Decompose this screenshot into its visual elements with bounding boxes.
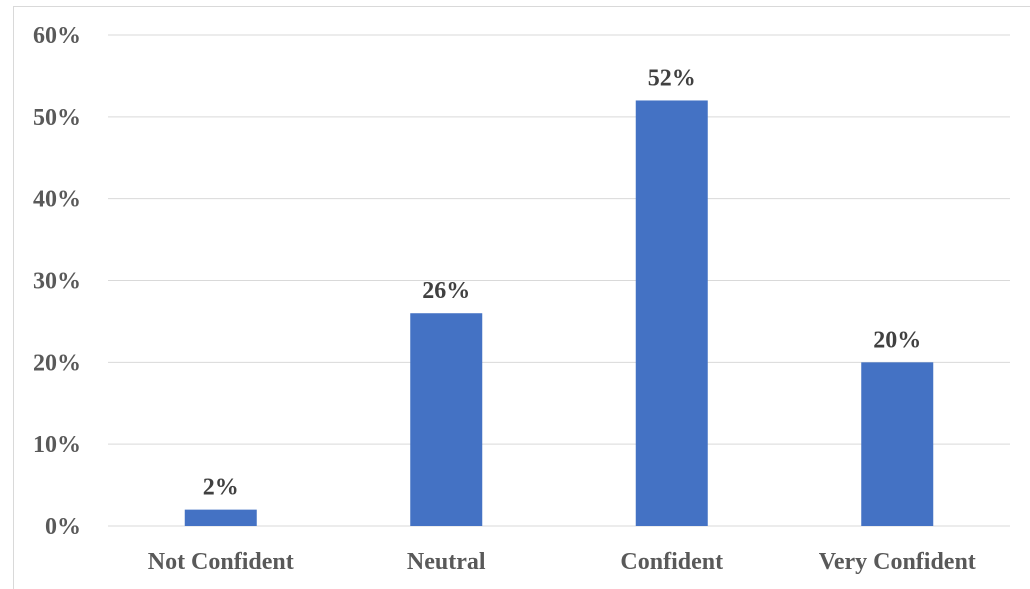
y-tick-label-60: 60% [33, 23, 81, 49]
category-label-very-confident: Very Confident [819, 549, 976, 575]
category-label-not-confident: Not Confident [148, 549, 294, 575]
bar-not-confident [184, 509, 257, 526]
bar-neutral [410, 313, 483, 526]
gridlines [108, 34, 1010, 527]
y-tick-label-10: 10% [33, 432, 81, 458]
data-labels: 2% 26% 52% 20% [203, 65, 922, 500]
data-label-neutral: 26% [422, 278, 470, 304]
y-tick-label-50: 50% [33, 105, 81, 131]
y-tick-label-20: 20% [33, 350, 81, 376]
y-tick-label-30: 30% [33, 269, 81, 295]
y-axis-tick-labels: 0% 10% 20% 30% 40% 50% 60% [33, 23, 81, 540]
data-label-very-confident: 20% [873, 327, 921, 353]
y-tick-label-0: 0% [45, 514, 81, 540]
category-label-neutral: Neutral [407, 549, 486, 575]
category-label-confident: Confident [620, 549, 723, 575]
bar-very-confident [861, 362, 934, 526]
data-label-confident: 52% [648, 65, 696, 91]
chart-frame [13, 6, 1030, 589]
bars [184, 100, 934, 526]
y-tick-label-40: 40% [33, 187, 81, 213]
x-axis-category-labels: Not Confident Neutral Confident Very Confid… [148, 549, 976, 575]
bar-confident [635, 100, 708, 526]
data-label-not-confident: 2% [203, 475, 239, 501]
